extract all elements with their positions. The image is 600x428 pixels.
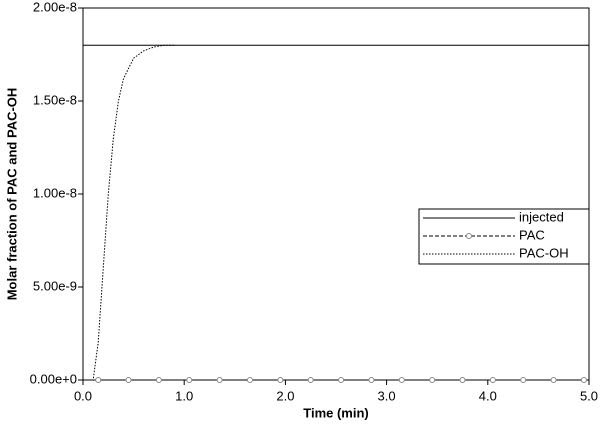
point-marker	[550, 377, 557, 383]
point-marker	[186, 377, 193, 383]
series-line	[83, 44, 175, 381]
legend-marker	[466, 233, 472, 239]
legend-label: injected	[519, 209, 564, 224]
y-tick-label: 2.00e-8	[33, 0, 77, 14]
y-tick-label: 1.50e-8	[33, 92, 77, 107]
x-tick-label: 4.0	[479, 388, 497, 403]
y-tick-label: 1.00e-8	[33, 185, 77, 200]
legend-label: PAC	[519, 227, 545, 242]
x-axis-label: Time (min)	[303, 405, 369, 420]
point-marker	[338, 377, 345, 383]
point-marker	[489, 377, 496, 383]
point-marker	[580, 377, 587, 383]
x-tick-label: 2.0	[276, 388, 294, 403]
point-marker	[368, 377, 375, 383]
x-tick-label: 5.0	[580, 388, 598, 403]
legend-label: PAC-OH	[519, 245, 569, 260]
y-tick-label: 5.00e-9	[33, 278, 77, 293]
x-tick-label: 3.0	[378, 388, 396, 403]
point-marker	[307, 377, 314, 383]
point-marker	[216, 377, 223, 383]
point-marker	[459, 377, 466, 383]
y-tick-label: 0.00e+0	[30, 371, 77, 386]
point-marker	[520, 377, 527, 383]
point-marker	[155, 377, 162, 383]
plot-frame	[82, 7, 590, 381]
point-marker	[398, 377, 405, 383]
x-tick-label: 0.0	[74, 388, 92, 403]
point-marker	[125, 377, 132, 383]
point-marker	[95, 377, 102, 383]
point-marker	[277, 377, 284, 383]
point-marker	[246, 377, 253, 383]
y-axis-label: Molar fraction of PAC and PAC-OH	[4, 88, 19, 301]
point-marker	[429, 377, 436, 383]
x-tick-label: 1.0	[175, 388, 193, 403]
